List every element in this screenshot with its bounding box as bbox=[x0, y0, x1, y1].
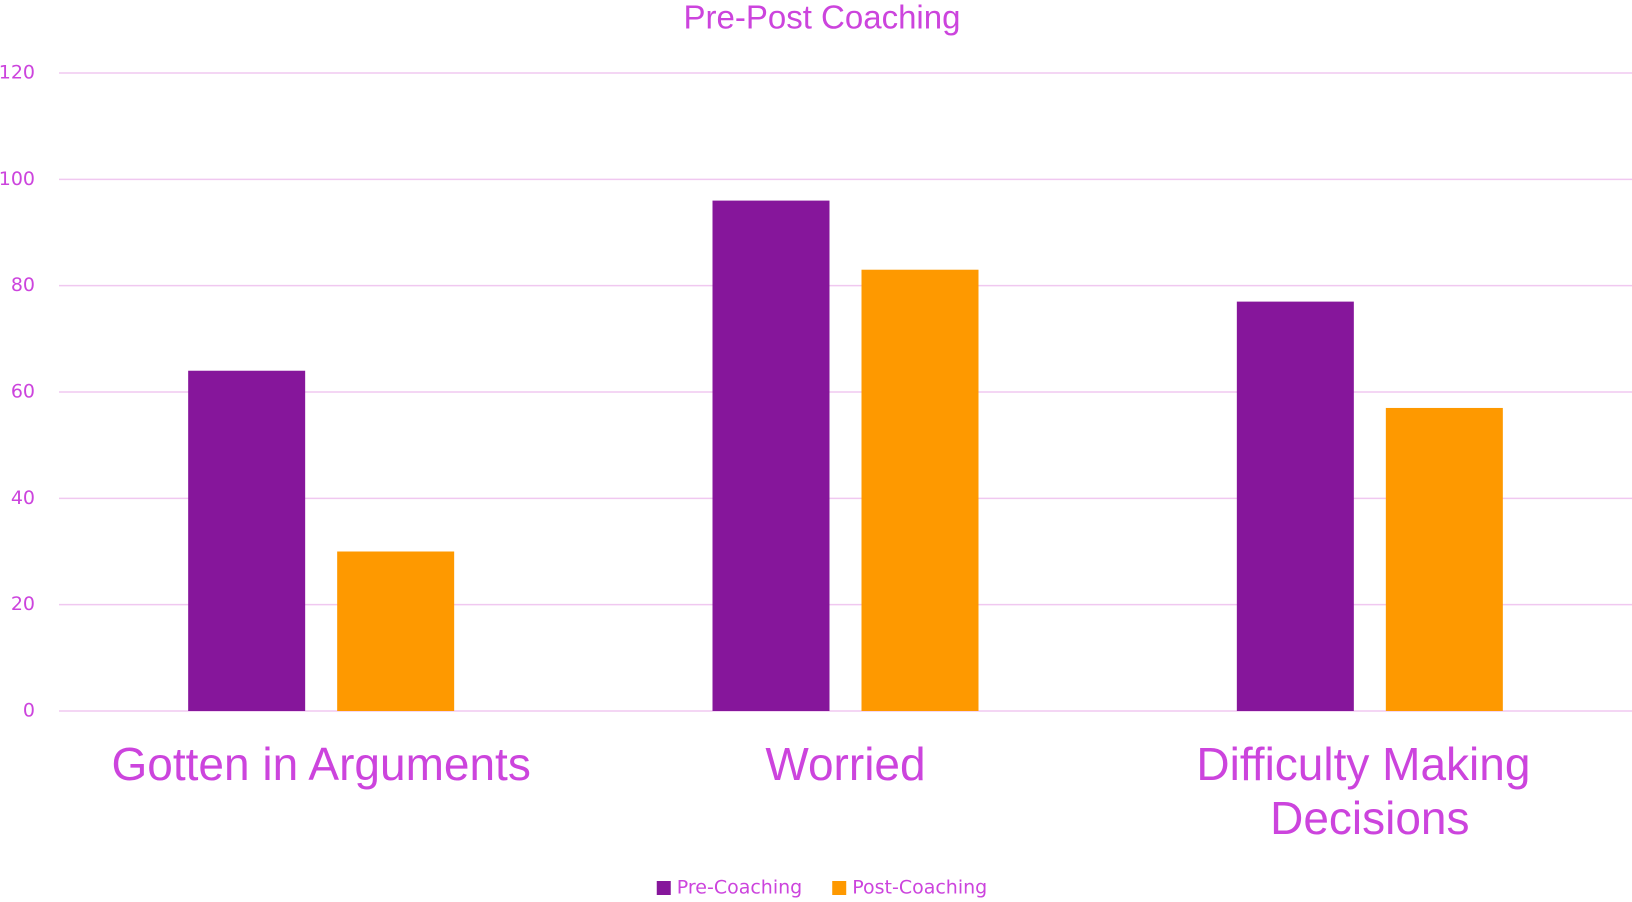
bar bbox=[337, 551, 455, 711]
y-tick-label: 40 bbox=[11, 487, 35, 509]
bar bbox=[1385, 407, 1503, 711]
bar bbox=[188, 370, 306, 711]
legend-label: Pre-Coaching bbox=[677, 877, 802, 899]
legend-label: Post-Coaching bbox=[852, 877, 987, 899]
bar bbox=[861, 269, 979, 711]
y-tick-label: 100 bbox=[0, 168, 35, 190]
x-tick-label: Worried bbox=[765, 738, 925, 790]
x-tick-label: Difficulty Making Decisions bbox=[1196, 738, 1543, 844]
y-tick-label: 120 bbox=[0, 62, 35, 84]
y-tick-label: 60 bbox=[11, 381, 35, 403]
y-tick-label: 0 bbox=[23, 700, 35, 722]
y-tick-label: 20 bbox=[11, 593, 35, 615]
legend-swatch bbox=[832, 881, 847, 895]
legend-swatch bbox=[656, 881, 671, 895]
chart-title: Pre-Post Coaching bbox=[684, 0, 961, 36]
y-tick-label: 80 bbox=[11, 274, 35, 296]
x-tick-label: Gotten in Arguments bbox=[111, 738, 530, 790]
bar bbox=[1236, 301, 1354, 711]
bar bbox=[712, 200, 830, 711]
